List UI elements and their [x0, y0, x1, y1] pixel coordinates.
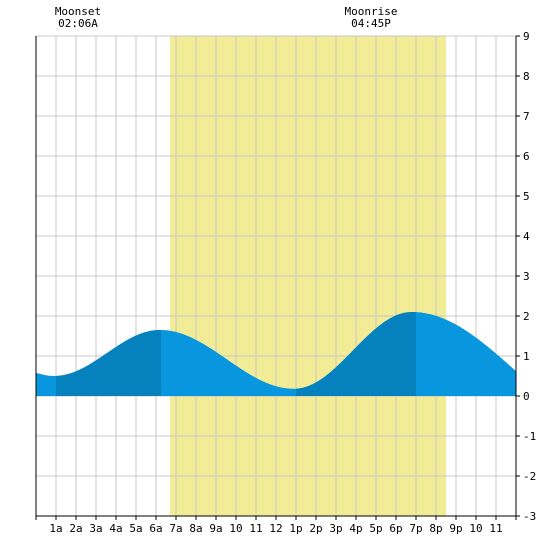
x-tick-label: 7a [169, 522, 182, 535]
x-tick-label: 11 [489, 522, 502, 535]
x-tick-label: 4a [109, 522, 122, 535]
y-tick-label: 4 [523, 230, 530, 243]
x-tick-label: 5a [129, 522, 142, 535]
x-tick-label: 8a [189, 522, 202, 535]
x-tick-label: 10 [229, 522, 242, 535]
x-tick-label: 3a [89, 522, 102, 535]
moonset-time: 02:06A [58, 17, 98, 30]
y-tick-label: -1 [523, 430, 536, 443]
axes-layer [35, 35, 520, 520]
tide-layer [36, 312, 516, 396]
y-tick-label: 1 [523, 350, 530, 363]
x-tick-label: 11 [249, 522, 262, 535]
x-tick-label: 1p [289, 522, 302, 535]
x-tick-label: 12 [269, 522, 282, 535]
y-tick-label: 7 [523, 110, 530, 123]
x-tick-label: 10 [469, 522, 482, 535]
y-tick-label: 0 [523, 390, 530, 403]
y-tick-label: 6 [523, 150, 530, 163]
x-tick-label: 4p [349, 522, 362, 535]
x-tick-label: 6a [149, 522, 162, 535]
moonset-label: Moonset 02:06A [44, 6, 112, 30]
y-tick-labels: -3 -2 -1 0 1 2 3 4 5 6 7 8 9 [523, 30, 536, 523]
x-tick-label: 9a [209, 522, 222, 535]
x-tick-label: 2a [69, 522, 82, 535]
y-tick-label: 8 [523, 70, 530, 83]
moonrise-title: Moonrise [344, 5, 398, 18]
moonrise-label: Moonrise 04:45P [337, 6, 405, 30]
x-tick-label: 6p [389, 522, 402, 535]
tide-area-dark-band [296, 312, 416, 396]
x-tick-label: 9p [449, 522, 462, 535]
y-tick-label: 3 [523, 270, 530, 283]
x-tick-label: 3p [329, 522, 342, 535]
x-tick-label: 2p [309, 522, 322, 535]
x-tick-label: 5p [369, 522, 382, 535]
y-tick-label: 9 [523, 30, 530, 43]
grid-layer [35, 35, 517, 517]
x-tick-labels: 1a 2a 3a 4a 5a 6a 7a 8a 9a 10 11 12 1p 2p 3p 4p 5p 6p 7p 8p… [49, 522, 502, 535]
y-tick-label: 5 [523, 190, 530, 203]
x-tick-label: 1a [49, 522, 62, 535]
tide-area-dark-band [56, 330, 161, 396]
y-tick-label: 2 [523, 310, 530, 323]
y-tick-label: -3 [523, 510, 536, 523]
x-tick-label: 7p [409, 522, 422, 535]
moonrise-time: 04:45P [351, 17, 391, 30]
y-tick-label: -2 [523, 470, 536, 483]
moonset-title: Moonset [54, 5, 102, 18]
x-tick-label: 8p [429, 522, 442, 535]
